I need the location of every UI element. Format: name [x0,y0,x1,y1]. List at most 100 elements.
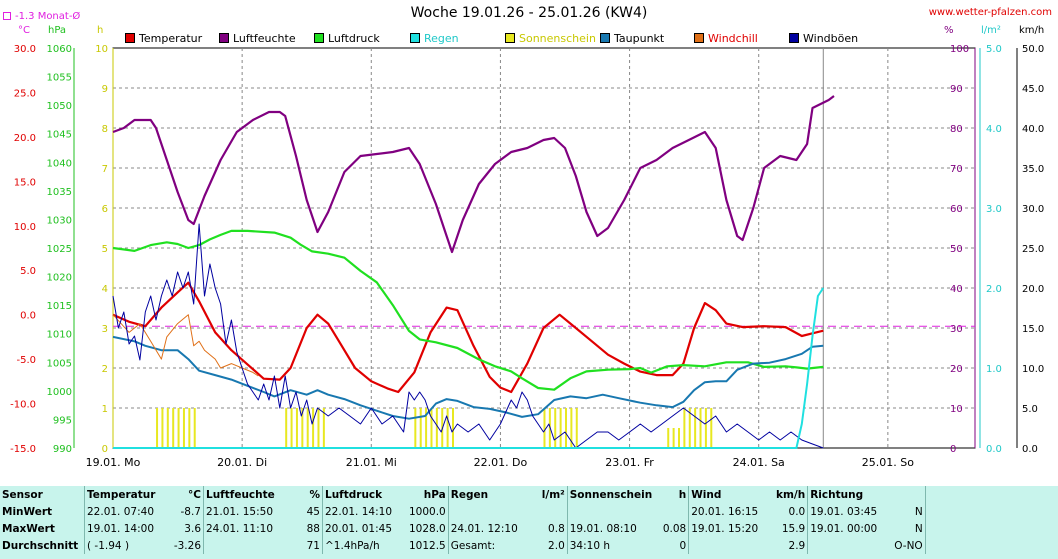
stats-cell: ( -1.94 ) [84,537,169,554]
stats-value: 0.8 [548,522,565,535]
stats-cell: 22.01. 14:10 [322,503,407,520]
sun-tick-label: 10 [95,44,108,55]
sun-tick-label: 8 [102,124,108,135]
sunshine-bar [317,408,320,448]
stats-cell: 20.01. 16:15 [688,503,774,520]
stats-cell [807,537,893,554]
sun-tick-label: 3 [102,324,108,335]
site-link[interactable]: www.wetter-pfalzen.com [928,7,1052,18]
stats-header-unit: hPa [423,488,446,501]
pressure-tick-label: 1010 [47,330,72,341]
stats-header-unit: l/m² [541,488,565,501]
wind-unit: km/h [1019,25,1045,36]
sun-tick-label: 9 [102,84,108,95]
sunshine-bar [306,408,309,448]
sun-tick-label: 1 [102,404,108,415]
sunshine-bar [419,408,422,448]
legend-regen: Regen [410,31,459,45]
legend-swatch [694,33,704,43]
sunshine-bar [295,408,298,448]
wind-tick-label: 45.0 [1022,84,1044,95]
stats-row-avg: Durchschnitt ( -1.94 ) -3.26 71 ^1.4hPa/h… [0,537,930,554]
stats-value: 2.0 [548,539,565,552]
sun-tick-label: 0 [102,444,108,455]
sunshine-bar [414,408,417,448]
wind-tick-label: 15.0 [1022,324,1044,335]
stats-header-unit [892,486,925,503]
x-tick-label: 25.01. So [862,456,914,469]
legend-taupunkt: Taupunkt [600,31,664,45]
stats-cell: 22.01. 07:40 [84,503,169,520]
stats-cell: 24.01. 12:10 [447,520,533,537]
legend-swatch [125,33,135,43]
x-tick-label: 20.01. Di [217,456,267,469]
sunshine-bar [559,408,562,448]
sunshine-bar [290,408,293,448]
stats-value: 3.6 [184,522,201,535]
pressure-tick-label: 1015 [47,301,72,312]
wind-tick-label: 35.0 [1022,164,1044,175]
pressure-tick-label: 1045 [47,130,72,141]
humidity-tick-label: 80 [950,124,963,135]
pressure-tick-label: 1050 [47,101,72,112]
stats-value: -3.26 [173,539,201,552]
humidity-tick-label: 90 [950,84,963,95]
sunshine-bar [301,408,304,448]
stats-header-cell: Richtung [807,486,893,503]
legend-swatch [600,33,610,43]
legend-luftdruck: Luftdruck [314,31,380,45]
sunshine-bar [182,408,185,448]
series-temperatur [112,281,824,394]
wind-tick-label: 30.0 [1022,204,1044,215]
x-tick-label: 19.01. Mo [86,456,141,469]
sunshine-bar [446,408,449,448]
legend-label: Temperatur [139,31,203,45]
stats-spacer [924,520,930,537]
pressure-tick-label: 1020 [47,273,72,284]
stats-value: 1000.0 [409,505,446,518]
pressure-tick-label: 1005 [47,358,72,369]
sunshine-bar [193,408,196,448]
stats-row-label: Durchschnitt [2,539,79,552]
humidity-tick-label: 20 [950,364,963,375]
series-windboeen [112,223,824,449]
stats-value: 45 [306,505,320,518]
sunshine-bar [683,408,686,448]
x-tick-label: 21.01. Mi [346,456,397,469]
sunshine-bar [161,408,164,448]
legend-swatch [410,33,420,43]
stats-value [654,503,689,520]
legend-label: Regen [424,31,459,45]
humidity-tick-label: 30 [950,324,963,335]
pressure-tick-label: 990 [53,444,72,455]
humidity-tick-label: 40 [950,284,963,295]
stats-spacer [924,486,930,503]
stats-cell: 34:10 h [566,537,655,554]
sunshine-bar [667,428,670,448]
sun-tick-label: 7 [102,164,108,175]
sunshine-bar [543,408,546,448]
temp-tick-label: -15.0 [10,444,36,455]
stats-spacer [924,537,930,554]
stats-table: Sensor Temperatur °C Luftfeuchte % Luftd… [0,486,930,554]
pressure-tick-label: 1055 [47,73,72,84]
weather-chart: 30.025.020.015.010.05.00.0-5.0-10.0-15.0… [10,44,1044,469]
sunshine-bar [172,408,175,448]
pressure-tick-label: 995 [53,415,72,426]
wind-tick-label: 50.0 [1022,44,1044,55]
rain-tick-label: 5.0 [986,44,1002,55]
stats-cell [566,503,655,520]
temp-unit: °C [18,25,30,36]
stats-header-cell: Luftfeuchte [203,486,288,503]
legend-swatch [219,33,229,43]
legend-label: Sonnenschein [519,31,596,45]
sunshine-bar [156,408,159,448]
stats-header-unit: % [309,488,320,501]
stats-header-cell: Regen [447,486,533,503]
legend-swatch [789,33,799,43]
sunshine-bar [425,408,428,448]
wind-tick-label: 0.0 [1022,444,1038,455]
wind-tick-label: 25.0 [1022,244,1044,255]
temp-tick-label: -10.0 [10,400,36,411]
humidity-unit: % [944,25,954,36]
